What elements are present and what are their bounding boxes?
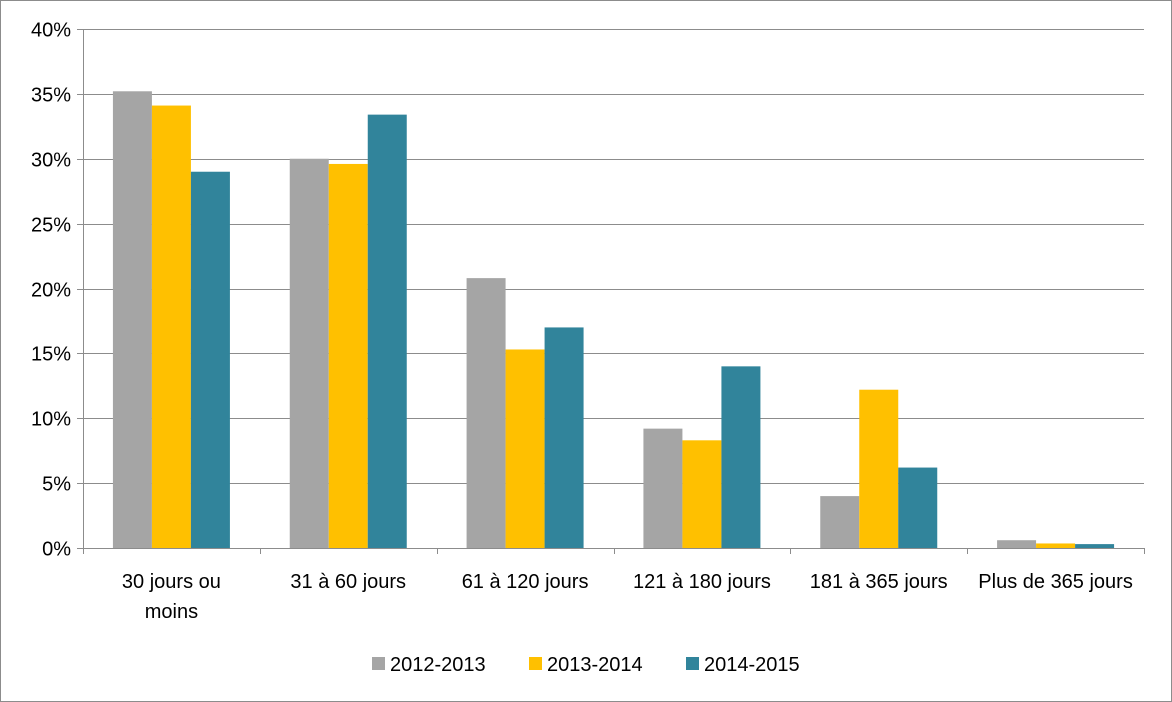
y-tick-label: 40% <box>31 20 71 42</box>
axes <box>77 29 1145 554</box>
bar-2014-2015-2 <box>544 327 584 548</box>
bar-2012-2013-3 <box>643 428 683 548</box>
bar-2013-2014-0 <box>151 105 191 549</box>
bar-2012-2013-0 <box>112 91 152 548</box>
bar-2014-2015-4 <box>898 467 938 548</box>
y-tick-label: 20% <box>31 280 71 302</box>
bar-2014-2015-0 <box>190 171 230 549</box>
x-tick-label: 61 à 120 jours <box>462 571 589 593</box>
legend-swatch <box>529 657 542 670</box>
y-tick-label: 0% <box>42 539 71 561</box>
bar-2014-2015-5 <box>1075 544 1115 548</box>
legend-label: 2013-2014 <box>547 654 643 676</box>
bar-2013-2014-1 <box>328 163 368 548</box>
bar-2013-2014-4 <box>859 389 899 548</box>
legend-item-2014-2015: 2014-2015 <box>686 654 800 676</box>
y-tick-label: 5% <box>42 474 71 496</box>
y-tick-label: 10% <box>31 409 71 431</box>
x-tick-label: 121 à 180 jours <box>633 571 771 593</box>
legend-label: 2014-2015 <box>704 654 800 676</box>
bar-2012-2013-2 <box>466 278 506 548</box>
bar-2012-2013-4 <box>820 496 860 548</box>
legend-item-2013-2014: 2013-2014 <box>529 654 643 676</box>
y-tick-labels: 0% 5% 10% 15% 20% 25% 30% 35% 40% <box>31 20 71 561</box>
bar-2014-2015-1 <box>367 114 407 548</box>
legend: 2012-2013 2013-2014 2014-2015 <box>372 654 800 676</box>
legend-swatch <box>372 657 385 670</box>
gridlines <box>83 29 1144 549</box>
y-tick-label: 15% <box>31 344 71 366</box>
y-tick-label: 35% <box>31 85 71 107</box>
x-tick-label: 31 à 60 jours <box>290 571 406 593</box>
bar-2013-2014-3 <box>682 440 722 548</box>
y-tick-label: 30% <box>31 150 71 172</box>
bar-2012-2013-1 <box>289 158 329 548</box>
bars <box>112 91 1115 549</box>
x-tick-labels: 30 jours ou moins 31 à 60 jours 61 à 120 jo… <box>122 571 1133 623</box>
legend-swatch <box>686 657 699 670</box>
legend-item-2012-2013: 2012-2013 <box>372 654 486 676</box>
bar-2013-2014-5 <box>1036 543 1076 548</box>
y-tick-label: 25% <box>31 215 71 237</box>
x-tick-label: 181 à 365 jours <box>810 571 948 593</box>
x-tick-label: Plus de 365 jours <box>978 571 1133 593</box>
bar-2013-2014-2 <box>505 349 545 548</box>
bar-2014-2015-3 <box>721 366 761 548</box>
bar-2012-2013-5 <box>997 540 1037 548</box>
x-tick-label: 30 jours ou moins <box>122 571 221 623</box>
legend-label: 2012-2013 <box>390 654 486 676</box>
